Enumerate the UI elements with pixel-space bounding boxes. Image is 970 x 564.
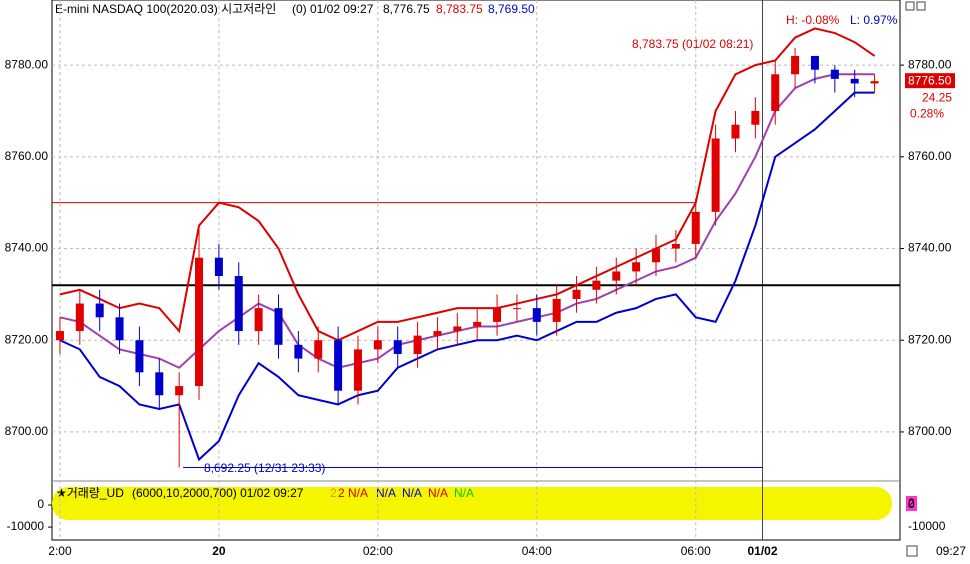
candle-body — [135, 340, 144, 373]
candle-body — [512, 308, 521, 310]
y-tick-label-left: 8760.00 — [5, 149, 49, 163]
candle-body — [572, 289, 581, 299]
candle-body — [612, 271, 621, 281]
candle-body — [413, 335, 422, 354]
low: 8,769.50 — [488, 2, 535, 16]
candle-body — [751, 110, 760, 125]
l-pct: L: 0.97% — [850, 13, 898, 27]
change-pct: 0.28% — [910, 106, 944, 120]
y-tick-label-left: 8740.00 — [5, 241, 49, 255]
change: 24.25 — [922, 90, 952, 104]
volume-tick-label: 0 — [37, 497, 44, 511]
indicator-line — [59, 91, 875, 462]
candle-body — [254, 308, 263, 332]
close: 8,776.75 — [383, 2, 430, 16]
candle-body — [632, 262, 641, 272]
candle-body — [393, 340, 402, 354]
x-tick-label: 2:00 — [48, 544, 72, 558]
icon[interactable] — [916, 1, 926, 11]
candle-body — [433, 331, 442, 336]
candle-body — [95, 303, 104, 318]
candle-body — [115, 317, 124, 341]
symbol: E-mini NASDAQ 100(2020.03) 시고저라인 — [55, 2, 276, 16]
volume-value: N/A — [376, 486, 396, 500]
time: 09:27 — [936, 544, 966, 558]
y-tick-label: 8780.00 — [908, 57, 952, 71]
volume-params: (6000,10,2000,700) 01/02 09:27 — [132, 486, 304, 500]
volume-value: 2 N/A — [338, 486, 368, 500]
volume-tick-label-right: 0 — [908, 497, 915, 511]
candle-body — [671, 243, 680, 249]
candle-body — [870, 81, 879, 84]
candle-body — [532, 308, 541, 322]
volume-value: N/A — [402, 486, 422, 500]
volume-tick-label: -10000 — [7, 519, 45, 533]
candle-body — [592, 280, 601, 290]
volume-tag-box — [906, 496, 917, 511]
high-label: 8,783.75 (01/02 08:21) — [632, 37, 753, 51]
price-tag-box — [905, 73, 955, 89]
volume-title: ★거래량_UD — [56, 486, 124, 500]
candle-body — [691, 211, 700, 244]
indicator-line — [59, 27, 876, 342]
candle-body — [274, 308, 283, 345]
icon[interactable] — [906, 545, 918, 557]
candle-body — [473, 321, 482, 327]
candle-body — [652, 248, 661, 263]
candle-body — [373, 340, 382, 350]
y-tick-label-left: 8700.00 — [5, 424, 49, 438]
high: 8,783.75 — [436, 2, 483, 16]
volume-value: N/A — [454, 486, 474, 500]
volume-value: N/A — [428, 486, 448, 500]
candle-body — [234, 276, 243, 332]
x-tick-label: 02:00 — [363, 544, 393, 558]
low-label: 8,692.25 (12/31 23:33) — [204, 461, 325, 475]
candle-body — [771, 74, 780, 111]
candle-body — [850, 78, 859, 84]
volume-tag: 2 — [908, 496, 915, 510]
candle-body — [314, 340, 323, 359]
candle-body — [175, 386, 184, 396]
candle-body — [334, 340, 343, 391]
x-tick-label: 04:00 — [522, 544, 552, 558]
candle-body — [214, 257, 223, 277]
candle-body — [155, 372, 164, 396]
candle-body — [810, 55, 819, 70]
candle-body — [711, 138, 720, 212]
candle-body — [294, 344, 303, 359]
candle-body — [453, 326, 462, 332]
y-tick-label: 8720.00 — [908, 332, 952, 346]
y-tick-label: 8740.00 — [908, 241, 952, 255]
y-tick-label: 8760.00 — [908, 149, 952, 163]
candle-body — [731, 124, 740, 139]
y-tick-label-left: 8720.00 — [5, 332, 49, 346]
x-tick-label: 20 — [212, 544, 226, 558]
candle-body — [195, 257, 204, 387]
volume-tick-label-right: -10000 — [908, 519, 946, 533]
x-tick-label: 01/02 — [747, 544, 777, 558]
candle-body — [493, 308, 502, 322]
candle-body — [75, 303, 84, 332]
volume-band — [52, 487, 892, 520]
icon[interactable] — [905, 1, 915, 11]
x-tick-label: 06:00 — [681, 544, 711, 558]
candle-body — [791, 55, 800, 75]
candle-body — [552, 298, 561, 322]
plot-frame — [51, 0, 901, 541]
candle-body — [55, 331, 64, 341]
candle-body — [830, 69, 839, 79]
price-tag: 8776.50 — [908, 73, 952, 87]
info: (0) 01/02 09:27 — [292, 2, 374, 16]
candle-body — [353, 349, 362, 391]
y-tick-label: 8700.00 — [908, 424, 952, 438]
y-tick-label-left: 8780.00 — [5, 57, 49, 71]
h-pct: H: -0.08% — [786, 13, 840, 27]
volume-value: 2 — [330, 486, 337, 500]
